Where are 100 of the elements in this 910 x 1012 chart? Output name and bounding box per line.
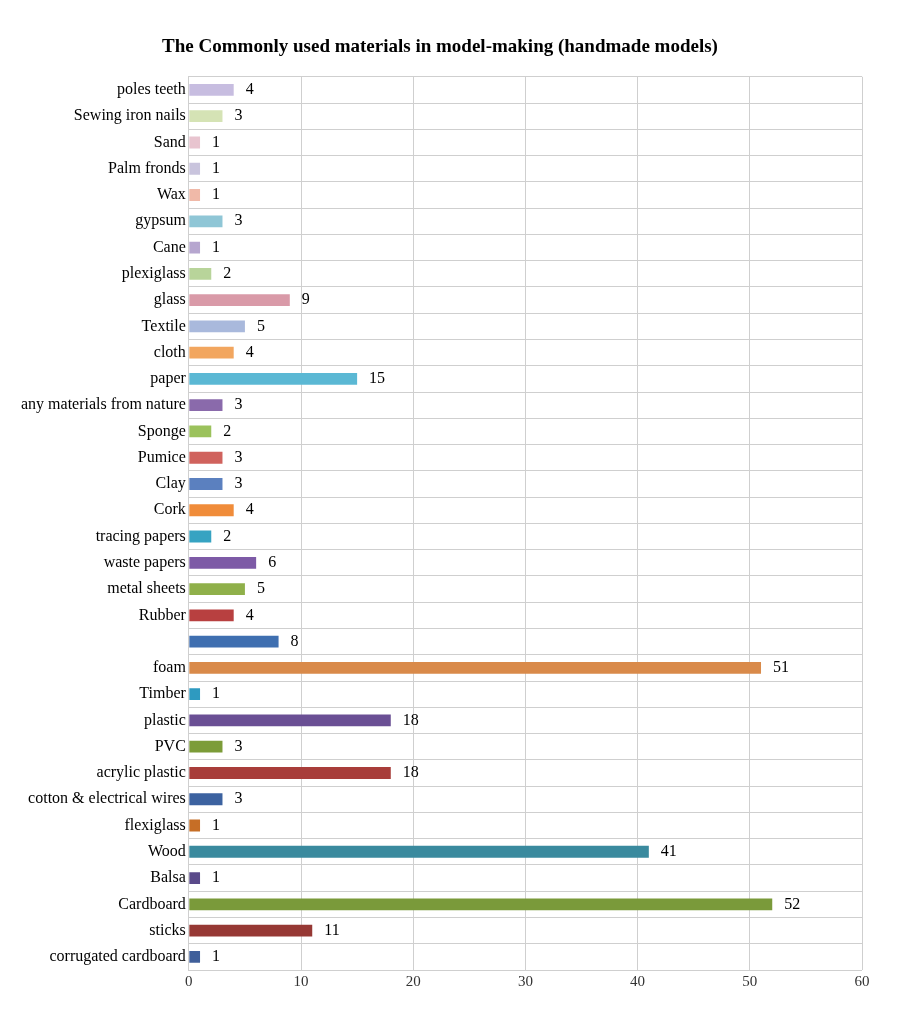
data-label: 1 (212, 237, 221, 255)
data-label: 11 (324, 920, 340, 938)
bar (189, 898, 773, 911)
y-tick-label: Sponge (137, 421, 186, 440)
data-label: 6 (268, 553, 277, 571)
y-tick-label: Balsa (150, 868, 186, 886)
y-tick-label: Pumice (137, 447, 186, 465)
y-tick-label: Cork (153, 500, 186, 518)
y-tick-label: Clay (155, 474, 186, 493)
bar (189, 950, 201, 963)
data-label: 3 (234, 395, 243, 413)
bar (189, 688, 201, 701)
bar (189, 583, 245, 595)
bar (189, 241, 201, 254)
y-tick-label: Textile (141, 316, 186, 334)
y-tick-label: Sand (153, 132, 186, 150)
y-tick-label: tracing papers (95, 526, 186, 545)
x-tick-label: 40 (630, 972, 646, 989)
y-tick-label: corrugated cardboard (49, 947, 186, 966)
data-label: 5 (256, 579, 265, 597)
data-label: 3 (234, 106, 243, 124)
bar (189, 740, 223, 753)
y-tick-label: Wax (156, 185, 186, 203)
bar (189, 793, 223, 806)
data-label: 1 (212, 185, 221, 203)
data-label: 51 (773, 658, 790, 676)
y-tick-label: Palm fronds (108, 158, 186, 176)
x-tick-label: 30 (517, 972, 533, 989)
bar (189, 84, 234, 96)
x-tick-label: 50 (742, 972, 758, 989)
data-label: 4 (245, 605, 254, 623)
y-tick-label: paper (150, 369, 187, 388)
y-tick-label: Cane (152, 237, 186, 255)
bar (189, 635, 279, 648)
y-tick-label: cloth (153, 342, 186, 360)
bar (189, 504, 234, 517)
data-label: 18 (402, 763, 419, 781)
y-tick-label: waste papers (103, 553, 186, 572)
data-label: 8 (290, 631, 299, 649)
bar (189, 399, 223, 412)
chart-title: The Commonly used materials in model-making (handmade models) (162, 35, 718, 58)
bar (189, 530, 212, 543)
bar (189, 767, 391, 779)
data-label: 15 (369, 369, 386, 387)
y-tick-label: sticks (149, 920, 186, 938)
y-tick-label: any materials from nature (20, 395, 186, 414)
data-label: 3 (234, 211, 243, 229)
bar (189, 320, 245, 333)
x-tick-label: 20 (405, 972, 421, 989)
bar (189, 556, 257, 569)
data-label: 18 (402, 710, 419, 728)
data-label: 52 (784, 894, 801, 912)
data-label: 1 (212, 684, 221, 702)
bar (189, 845, 649, 858)
data-label: 3 (234, 789, 243, 807)
bar (189, 189, 201, 201)
data-label: 2 (223, 421, 232, 439)
y-tick-label: Cardboard (118, 894, 186, 912)
bar (189, 162, 201, 175)
bar (189, 373, 358, 385)
bar (189, 267, 212, 280)
data-label: 1 (212, 947, 221, 965)
y-tick-label: acrylic plastic (96, 763, 186, 782)
data-label: 4 (245, 342, 254, 360)
bar (189, 346, 234, 359)
y-tick-label: cotton & electrical wires (28, 789, 186, 807)
data-label: 41 (660, 841, 677, 859)
bar (189, 215, 223, 228)
y-tick-label: plastic (144, 710, 186, 729)
data-label: 1 (212, 815, 221, 833)
bar (189, 136, 201, 149)
x-tick-label: 0 (185, 972, 193, 989)
data-label: 3 (234, 474, 243, 492)
bar (189, 451, 223, 464)
bar (189, 110, 223, 123)
data-label: 3 (234, 736, 243, 754)
bar (189, 478, 223, 490)
y-tick-label: gypsum (135, 211, 187, 230)
data-label: 4 (245, 80, 254, 98)
y-tick-label: Timber (139, 684, 187, 702)
data-label: 1 (212, 868, 221, 886)
y-tick-label: PVC (154, 736, 186, 754)
data-label: 2 (223, 264, 232, 282)
bar (189, 609, 234, 622)
y-tick-label: poles teeth (116, 80, 186, 99)
y-tick-label: plexiglass (121, 264, 186, 283)
data-label: 5 (256, 316, 265, 334)
bar (189, 714, 391, 727)
bar (189, 294, 290, 307)
bar (189, 924, 313, 937)
data-label: 3 (234, 447, 243, 465)
y-tick-label: Wood (147, 841, 186, 859)
data-label: 9 (301, 290, 310, 308)
x-tick-label: 10 (293, 972, 309, 989)
bar (189, 872, 201, 884)
data-label: 2 (223, 526, 232, 544)
y-tick-label: glass (153, 290, 186, 309)
data-label: 1 (212, 158, 221, 176)
y-tick-label: foam (152, 658, 187, 676)
y-tick-label: Rubber (138, 605, 187, 623)
